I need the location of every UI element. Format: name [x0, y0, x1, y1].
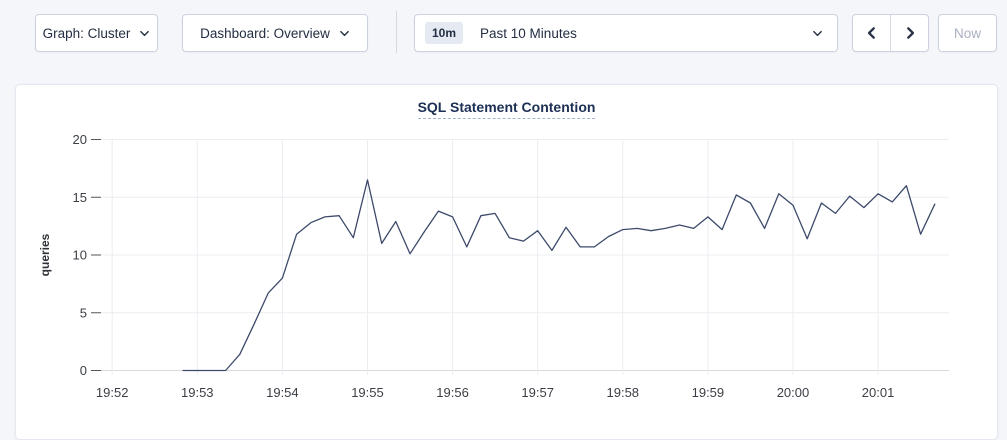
svg-text:5: 5	[80, 305, 87, 320]
now-button[interactable]: Now	[938, 14, 997, 52]
time-backward-button[interactable]	[853, 15, 891, 51]
svg-text:queries: queries	[38, 233, 52, 276]
svg-text:19:54: 19:54	[266, 385, 299, 400]
svg-text:19:53: 19:53	[181, 385, 214, 400]
svg-text:20:00: 20:00	[777, 385, 810, 400]
time-forward-button[interactable]	[891, 15, 928, 51]
chevron-down-icon	[339, 28, 350, 39]
chevron-left-icon	[865, 26, 879, 40]
svg-text:0: 0	[80, 363, 87, 378]
svg-text:19:55: 19:55	[351, 385, 384, 400]
chevron-down-icon	[812, 28, 823, 39]
chevron-down-icon	[139, 28, 150, 39]
svg-text:19:56: 19:56	[436, 385, 469, 400]
time-shift-control	[852, 14, 929, 52]
chart-title[interactable]: SQL Statement Contention	[417, 98, 596, 119]
time-range-selector[interactable]: 10m Past 10 Minutes	[414, 14, 838, 52]
svg-text:20: 20	[73, 132, 87, 147]
line-chart[interactable]: 0 5 10 15 20 19:52 19:53 19:54 19:55 19:56 19:57 19…	[16, 85, 997, 439]
svg-text:20:01: 20:01	[862, 385, 895, 400]
chart-card: SQL Statement Contention 0 5 10 15 20 19:52 19…	[15, 84, 998, 440]
svg-text:19:52: 19:52	[96, 385, 129, 400]
graph-dropdown[interactable]: Graph: Cluster	[35, 14, 158, 52]
svg-text:10: 10	[73, 248, 87, 263]
graph-dropdown-label: Graph: Cluster	[42, 25, 131, 41]
dashboard-dropdown[interactable]: Dashboard: Overview	[182, 14, 368, 52]
toolbar-divider	[396, 11, 397, 53]
svg-text:19:59: 19:59	[692, 385, 725, 400]
time-window-label: Past 10 Minutes	[480, 25, 577, 41]
time-window-badge: 10m	[425, 22, 464, 44]
svg-text:19:58: 19:58	[607, 385, 640, 400]
svg-text:19:57: 19:57	[521, 385, 554, 400]
chevron-right-icon	[903, 26, 917, 40]
now-button-label: Now	[953, 25, 981, 41]
svg-text:15: 15	[73, 190, 87, 205]
dashboard-dropdown-label: Dashboard: Overview	[200, 25, 330, 41]
